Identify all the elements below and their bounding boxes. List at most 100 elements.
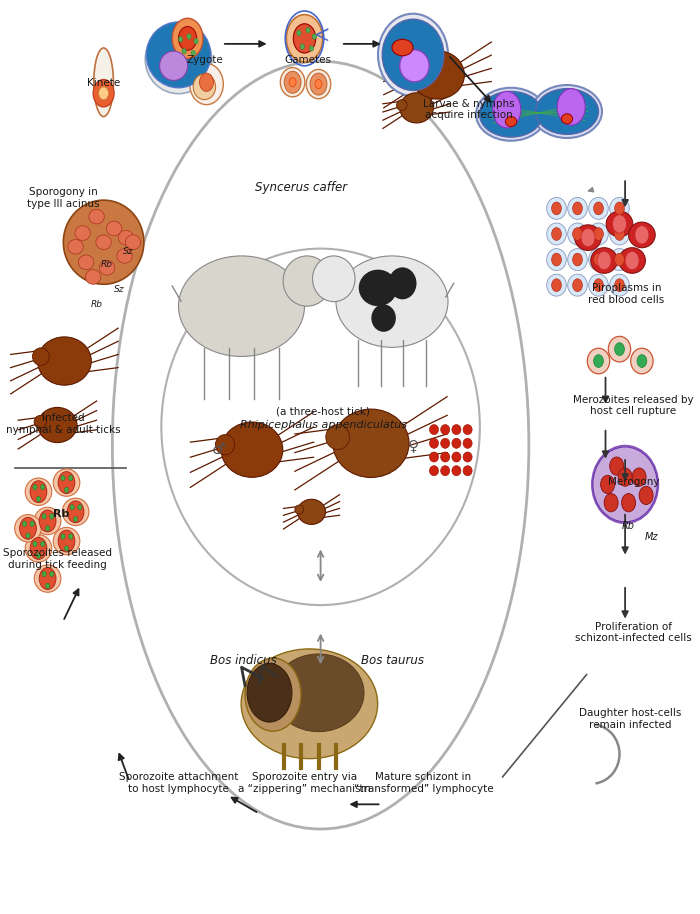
Ellipse shape — [561, 114, 573, 124]
Ellipse shape — [619, 248, 645, 273]
Circle shape — [33, 541, 37, 547]
Circle shape — [293, 24, 316, 53]
Ellipse shape — [411, 51, 464, 99]
Ellipse shape — [307, 69, 330, 99]
Ellipse shape — [106, 221, 122, 236]
Ellipse shape — [463, 452, 473, 462]
Circle shape — [30, 537, 47, 559]
Ellipse shape — [94, 48, 113, 116]
Circle shape — [247, 664, 292, 722]
Text: Mature schizont in
“transformed” lymphocyte: Mature schizont in “transformed” lymphoc… — [354, 772, 494, 794]
Text: Larvae & nymphs
acquire infection: Larvae & nymphs acquire infection — [424, 99, 514, 121]
Circle shape — [33, 484, 37, 490]
Ellipse shape — [589, 274, 608, 296]
Circle shape — [310, 73, 327, 95]
Circle shape — [594, 279, 603, 292]
Text: Rhipicephalus appendiculatus: Rhipicephalus appendiculatus — [240, 420, 407, 430]
Text: Rb: Rb — [52, 509, 69, 519]
Ellipse shape — [536, 89, 598, 134]
Ellipse shape — [68, 239, 83, 254]
Circle shape — [61, 475, 65, 481]
Ellipse shape — [589, 223, 608, 245]
Text: Syncerus caffer: Syncerus caffer — [255, 181, 347, 194]
Circle shape — [594, 355, 603, 367]
Text: Sporogony in
type III acinus: Sporogony in type III acinus — [27, 187, 99, 209]
Circle shape — [615, 279, 624, 292]
Circle shape — [199, 73, 213, 91]
Ellipse shape — [63, 200, 144, 284]
Circle shape — [194, 38, 198, 44]
Ellipse shape — [547, 249, 566, 271]
Ellipse shape — [96, 235, 111, 250]
Ellipse shape — [160, 51, 188, 80]
Ellipse shape — [333, 409, 409, 477]
Circle shape — [594, 202, 603, 215]
Ellipse shape — [336, 256, 448, 347]
Circle shape — [552, 253, 561, 266]
Ellipse shape — [547, 274, 566, 296]
Circle shape — [615, 343, 624, 356]
Ellipse shape — [610, 197, 629, 219]
Ellipse shape — [75, 226, 90, 240]
Circle shape — [20, 517, 36, 539]
Ellipse shape — [25, 478, 52, 505]
Text: Sporozoites released
during tick feeding: Sporozoites released during tick feeding — [3, 548, 112, 570]
Circle shape — [618, 468, 632, 486]
Ellipse shape — [326, 425, 349, 450]
Ellipse shape — [62, 498, 89, 526]
Circle shape — [61, 534, 65, 539]
Ellipse shape — [610, 274, 629, 296]
Ellipse shape — [117, 249, 132, 263]
Ellipse shape — [15, 515, 41, 542]
Circle shape — [612, 215, 626, 233]
Ellipse shape — [34, 565, 61, 592]
Circle shape — [300, 44, 304, 49]
Text: ♀: ♀ — [407, 439, 419, 453]
Ellipse shape — [441, 439, 449, 448]
Text: Bos indicus: Bos indicus — [210, 654, 277, 667]
Circle shape — [639, 486, 653, 505]
Ellipse shape — [568, 249, 587, 271]
Circle shape — [610, 457, 624, 475]
Text: Infected
nymphal & adult ticks: Infected nymphal & adult ticks — [6, 413, 120, 435]
Ellipse shape — [53, 527, 80, 555]
Circle shape — [245, 658, 301, 731]
Ellipse shape — [89, 209, 104, 224]
Ellipse shape — [283, 256, 331, 306]
Circle shape — [573, 228, 582, 240]
Text: Piroplasms in
red blood cells: Piroplasms in red blood cells — [589, 283, 664, 305]
Ellipse shape — [610, 249, 629, 271]
Ellipse shape — [631, 348, 653, 374]
Circle shape — [42, 514, 46, 519]
Text: Rb: Rb — [90, 300, 103, 309]
Ellipse shape — [591, 248, 617, 273]
Ellipse shape — [400, 93, 433, 123]
Circle shape — [552, 202, 561, 215]
Circle shape — [604, 494, 618, 512]
Circle shape — [637, 355, 647, 367]
Circle shape — [594, 228, 603, 240]
Circle shape — [315, 80, 322, 89]
Ellipse shape — [405, 62, 422, 80]
Circle shape — [22, 521, 27, 526]
Ellipse shape — [452, 424, 461, 435]
Circle shape — [594, 253, 603, 266]
Ellipse shape — [441, 424, 449, 435]
Circle shape — [601, 475, 615, 494]
Circle shape — [552, 228, 561, 240]
Circle shape — [289, 78, 296, 87]
Ellipse shape — [441, 452, 449, 462]
Circle shape — [46, 526, 50, 531]
Circle shape — [69, 475, 73, 481]
Ellipse shape — [34, 416, 46, 429]
Circle shape — [50, 514, 54, 519]
Circle shape — [78, 505, 82, 510]
Ellipse shape — [378, 14, 448, 96]
Circle shape — [286, 15, 323, 62]
Ellipse shape — [463, 424, 473, 435]
Ellipse shape — [312, 256, 355, 302]
Ellipse shape — [575, 225, 601, 250]
Ellipse shape — [568, 274, 587, 296]
Ellipse shape — [298, 499, 326, 525]
Ellipse shape — [146, 26, 211, 93]
